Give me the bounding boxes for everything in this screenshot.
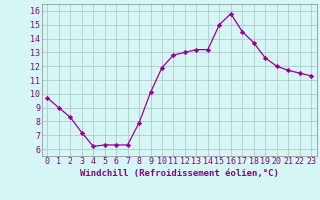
- X-axis label: Windchill (Refroidissement éolien,°C): Windchill (Refroidissement éolien,°C): [80, 169, 279, 178]
